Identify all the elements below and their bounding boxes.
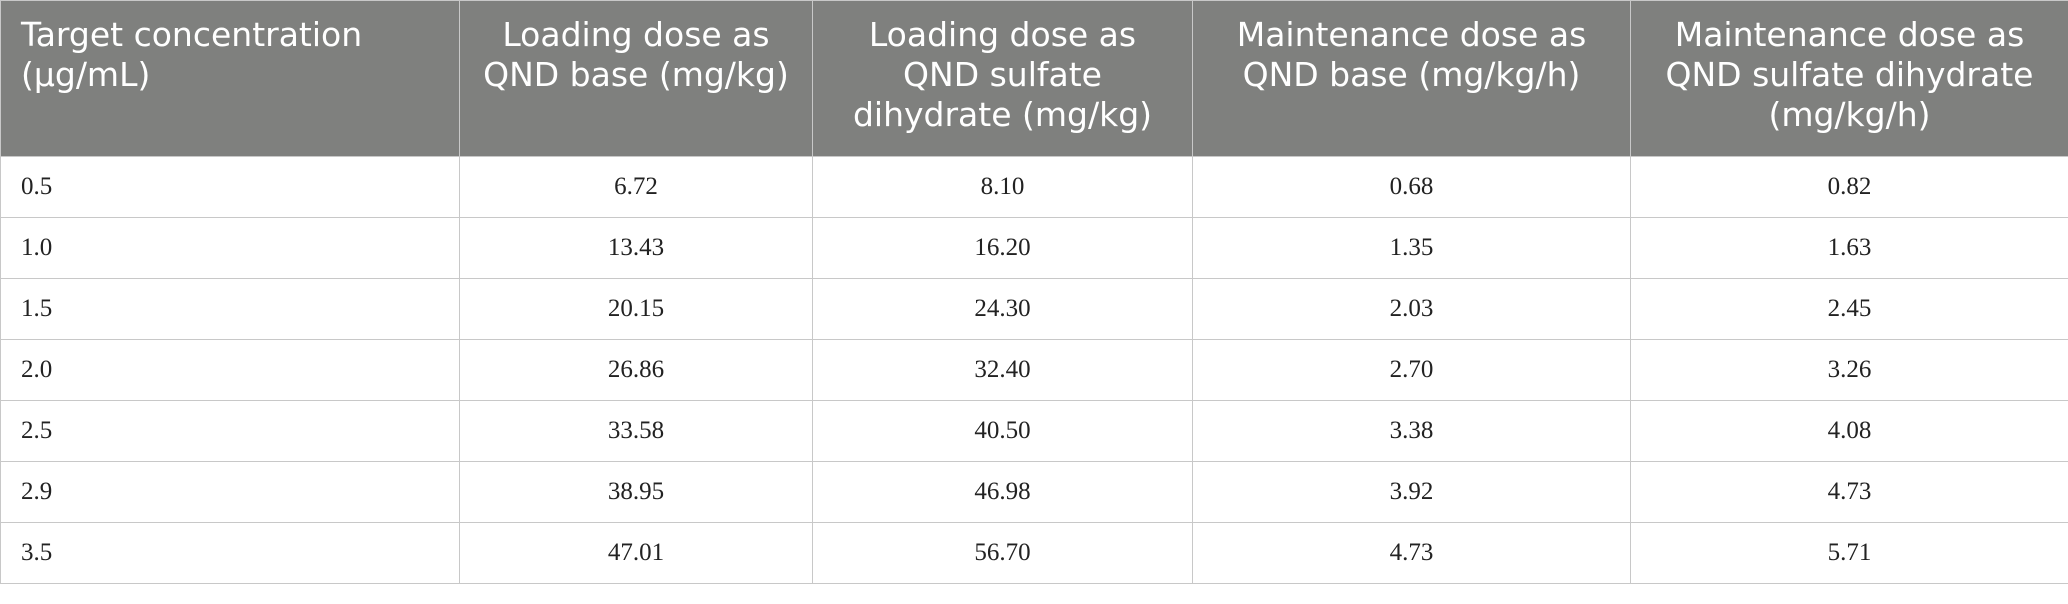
table-cell: 16.20 [812,217,1193,279]
table-cell: 6.72 [459,156,813,218]
table-cell: 32.40 [812,339,1193,401]
table-cell: 2.70 [1192,339,1631,401]
table-cell: 3.26 [1630,339,2068,401]
table-cell: 13.43 [459,217,813,279]
table-cell: 40.50 [812,400,1193,462]
table-cell: 8.10 [812,156,1193,218]
table-cell: 3.38 [1192,400,1631,462]
table-cell: 4.73 [1630,461,2068,523]
table-cell: 0.5 [0,156,460,218]
table-cell: 2.45 [1630,278,2068,340]
table-cell: 47.01 [459,522,813,584]
table-cell: 24.30 [812,278,1193,340]
table-row: 3.5 47.01 56.70 4.73 5.71 [0,522,2068,584]
header-cell: Maintenance dose as QND base (mg/kg/h) [1192,0,1631,157]
table-cell: 26.86 [459,339,813,401]
table-row: 2.0 26.86 32.40 2.70 3.26 [0,339,2068,401]
table-cell: 2.9 [0,461,460,523]
table-cell: 3.5 [0,522,460,584]
table-cell: 0.82 [1630,156,2068,218]
table-header: Target concentration (μg/mL) Loading dose… [0,0,2068,157]
header-row: Target concentration (μg/mL) Loading dose… [0,0,2068,157]
header-cell: Loading dose as QND base (mg/kg) [459,0,813,157]
table-cell: 2.5 [0,400,460,462]
table-cell: 0.68 [1192,156,1631,218]
table-cell: 5.71 [1630,522,2068,584]
table-cell: 20.15 [459,278,813,340]
table-row: 2.9 38.95 46.98 3.92 4.73 [0,461,2068,523]
table-cell: 1.5 [0,278,460,340]
table-cell: 1.63 [1630,217,2068,279]
table-cell: 2.03 [1192,278,1631,340]
table-cell: 4.73 [1192,522,1631,584]
table-cell: 3.92 [1192,461,1631,523]
table-row: 0.5 6.72 8.10 0.68 0.82 [0,156,2068,218]
table-cell: 1.35 [1192,217,1631,279]
table-body: 0.5 6.72 8.10 0.68 0.82 1.0 13.43 16.20 1.35 1.63… [0,156,2068,584]
table-cell: 1.0 [0,217,460,279]
table-cell: 4.08 [1630,400,2068,462]
table-cell: 38.95 [459,461,813,523]
table-cell: 2.0 [0,339,460,401]
table-row: 1.0 13.43 16.20 1.35 1.63 [0,217,2068,279]
table-cell: 56.70 [812,522,1193,584]
header-cell: Target concentration (μg/mL) [0,0,460,157]
table-row: 1.5 20.15 24.30 2.03 2.45 [0,278,2068,340]
table-cell: 33.58 [459,400,813,462]
table-cell: 46.98 [812,461,1193,523]
dose-table: Target concentration (μg/mL) Loading dose… [0,0,2068,584]
table-row: 2.5 33.58 40.50 3.38 4.08 [0,400,2068,462]
header-cell: Loading dose as QND sulfate dihydrate (m… [812,0,1193,157]
header-cell: Maintenance dose as QND sulfate dihydrat… [1630,0,2068,157]
